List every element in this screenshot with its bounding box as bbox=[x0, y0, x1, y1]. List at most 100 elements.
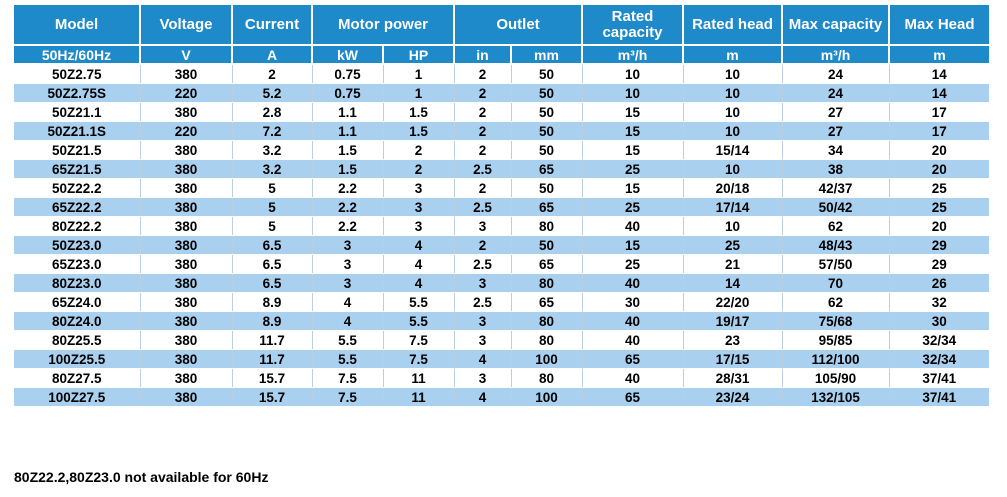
cell-motor-kw: 4 bbox=[311, 311, 383, 331]
cell-current: 5 bbox=[231, 216, 312, 236]
cell-max-head: 32/34 bbox=[888, 349, 989, 369]
cell-outlet-mm: 50 bbox=[510, 83, 582, 103]
cell-outlet-mm: 80 bbox=[510, 368, 582, 388]
cell-motor-kw: 2.2 bbox=[311, 216, 383, 236]
cell-rated-head: 28/31 bbox=[682, 368, 782, 388]
cell-voltage: 380 bbox=[139, 311, 232, 331]
cell-rated-capacity: 25 bbox=[581, 254, 683, 274]
cell-motor-hp: 7.5 bbox=[382, 330, 454, 350]
cell-max-capacity: 57/50 bbox=[781, 254, 889, 274]
cell-rated-capacity: 25 bbox=[581, 197, 683, 217]
cell-outlet-mm: 100 bbox=[510, 349, 582, 369]
cell-rated-head: 10 bbox=[682, 159, 782, 179]
cell-max-capacity: 34 bbox=[781, 140, 889, 160]
cell-rated-head: 10 bbox=[682, 64, 782, 84]
cell-motor-kw: 0.75 bbox=[311, 64, 383, 84]
cell-voltage: 380 bbox=[139, 64, 232, 84]
cell-motor-kw: 2.2 bbox=[311, 178, 383, 198]
cell-motor-kw: 3 bbox=[311, 235, 383, 255]
cell-outlet-in: 2 bbox=[453, 140, 511, 160]
cell-rated-head: 17/14 bbox=[682, 197, 782, 217]
cell-current: 3.2 bbox=[231, 159, 312, 179]
cell-motor-kw: 5.5 bbox=[311, 349, 383, 369]
cell-voltage: 380 bbox=[139, 349, 232, 369]
cell-motor-kw: 1.1 bbox=[311, 102, 383, 122]
cell-motor-kw: 3 bbox=[311, 254, 383, 274]
table-row: 65Z23.0 380 6.5 3 4 2.5 65 25 21 57/50 29 bbox=[14, 254, 989, 274]
cell-max-head: 25 bbox=[888, 178, 989, 198]
cell-outlet-mm: 80 bbox=[510, 330, 582, 350]
unit-rated-capacity: m³/h bbox=[581, 45, 683, 65]
cell-motor-kw: 1.5 bbox=[311, 140, 383, 160]
table-row: 50Z21.5 380 3.2 1.5 2 2 50 15 15/14 34 20 bbox=[14, 140, 989, 160]
table-row: 65Z22.2 380 5 2.2 3 2.5 65 25 17/14 50/42 25 bbox=[14, 197, 989, 217]
col-header-model: Model bbox=[14, 5, 140, 46]
table-row: 80Z22.2 380 5 2.2 3 3 80 40 10 62 20 bbox=[14, 216, 989, 236]
table-row: 80Z27.5 380 15.7 7.5 11 3 80 40 28/31 105/90 37/41 bbox=[14, 368, 989, 388]
cell-rated-capacity: 15 bbox=[581, 121, 683, 141]
table-row: 80Z25.5 380 11.7 5.5 7.5 3 80 40 23 95/85 32/34 bbox=[14, 330, 989, 350]
cell-model: 65Z24.0 bbox=[14, 292, 140, 312]
cell-current: 15.7 bbox=[231, 387, 312, 407]
cell-model: 100Z25.5 bbox=[14, 349, 140, 369]
cell-current: 8.9 bbox=[231, 311, 312, 331]
cell-outlet-mm: 80 bbox=[510, 216, 582, 236]
cell-max-capacity: 42/37 bbox=[781, 178, 889, 198]
cell-max-capacity: 48/43 bbox=[781, 235, 889, 255]
unit-rated-head: m bbox=[682, 45, 782, 65]
cell-voltage: 380 bbox=[139, 197, 232, 217]
cell-outlet-mm: 80 bbox=[510, 311, 582, 331]
cell-outlet-in: 4 bbox=[453, 387, 511, 407]
cell-motor-kw: 1.5 bbox=[311, 159, 383, 179]
cell-max-capacity: 27 bbox=[781, 102, 889, 122]
cell-outlet-mm: 50 bbox=[510, 235, 582, 255]
cell-motor-hp: 1.5 bbox=[382, 102, 454, 122]
cell-outlet-mm: 65 bbox=[510, 159, 582, 179]
cell-model: 65Z21.5 bbox=[14, 159, 140, 179]
cell-current: 6.5 bbox=[231, 235, 312, 255]
cell-outlet-in: 3 bbox=[453, 311, 511, 331]
cell-motor-hp: 7.5 bbox=[382, 349, 454, 369]
cell-outlet-in: 2.5 bbox=[453, 159, 511, 179]
cell-current: 6.5 bbox=[231, 273, 312, 293]
cell-voltage: 380 bbox=[139, 368, 232, 388]
table-row: 80Z24.0 380 8.9 4 5.5 3 80 40 19/17 75/68 30 bbox=[14, 311, 989, 331]
cell-max-capacity: 24 bbox=[781, 64, 889, 84]
cell-rated-head: 23/24 bbox=[682, 387, 782, 407]
cell-voltage: 380 bbox=[139, 387, 232, 407]
cell-outlet-in: 2.5 bbox=[453, 197, 511, 217]
cell-outlet-in: 2 bbox=[453, 235, 511, 255]
unit-max-capacity: m³/h bbox=[781, 45, 889, 65]
cell-motor-hp: 4 bbox=[382, 254, 454, 274]
cell-rated-capacity: 40 bbox=[581, 368, 683, 388]
cell-current: 11.7 bbox=[231, 349, 312, 369]
table-row: 100Z27.5 380 15.7 7.5 11 4 100 65 23/24 132/105 37… bbox=[14, 387, 989, 407]
cell-voltage: 380 bbox=[139, 140, 232, 160]
cell-motor-kw: 7.5 bbox=[311, 368, 383, 388]
cell-rated-head: 10 bbox=[682, 216, 782, 236]
cell-motor-hp: 11 bbox=[382, 387, 454, 407]
cell-outlet-in: 3 bbox=[453, 216, 511, 236]
cell-model: 50Z21.1S bbox=[14, 121, 140, 141]
cell-voltage: 380 bbox=[139, 254, 232, 274]
cell-model: 80Z25.5 bbox=[14, 330, 140, 350]
cell-outlet-in: 3 bbox=[453, 273, 511, 293]
cell-current: 3.2 bbox=[231, 140, 312, 160]
unit-motor-hp: HP bbox=[382, 45, 454, 65]
cell-motor-hp: 1 bbox=[382, 83, 454, 103]
cell-max-head: 37/41 bbox=[888, 387, 989, 407]
cell-outlet-mm: 80 bbox=[510, 273, 582, 293]
cell-rated-capacity: 15 bbox=[581, 102, 683, 122]
col-header-rated-head: Rated head bbox=[682, 5, 782, 46]
cell-voltage: 380 bbox=[139, 235, 232, 255]
cell-motor-kw: 4 bbox=[311, 292, 383, 312]
cell-current: 5 bbox=[231, 197, 312, 217]
cell-motor-hp: 5.5 bbox=[382, 292, 454, 312]
unit-outlet-in: in bbox=[453, 45, 511, 65]
cell-voltage: 380 bbox=[139, 273, 232, 293]
cell-outlet-mm: 100 bbox=[510, 387, 582, 407]
cell-max-capacity: 132/105 bbox=[781, 387, 889, 407]
col-header-outlet: Outlet bbox=[453, 5, 582, 46]
cell-voltage: 220 bbox=[139, 83, 232, 103]
col-header-rated-capacity: Rated capacity bbox=[581, 5, 683, 46]
